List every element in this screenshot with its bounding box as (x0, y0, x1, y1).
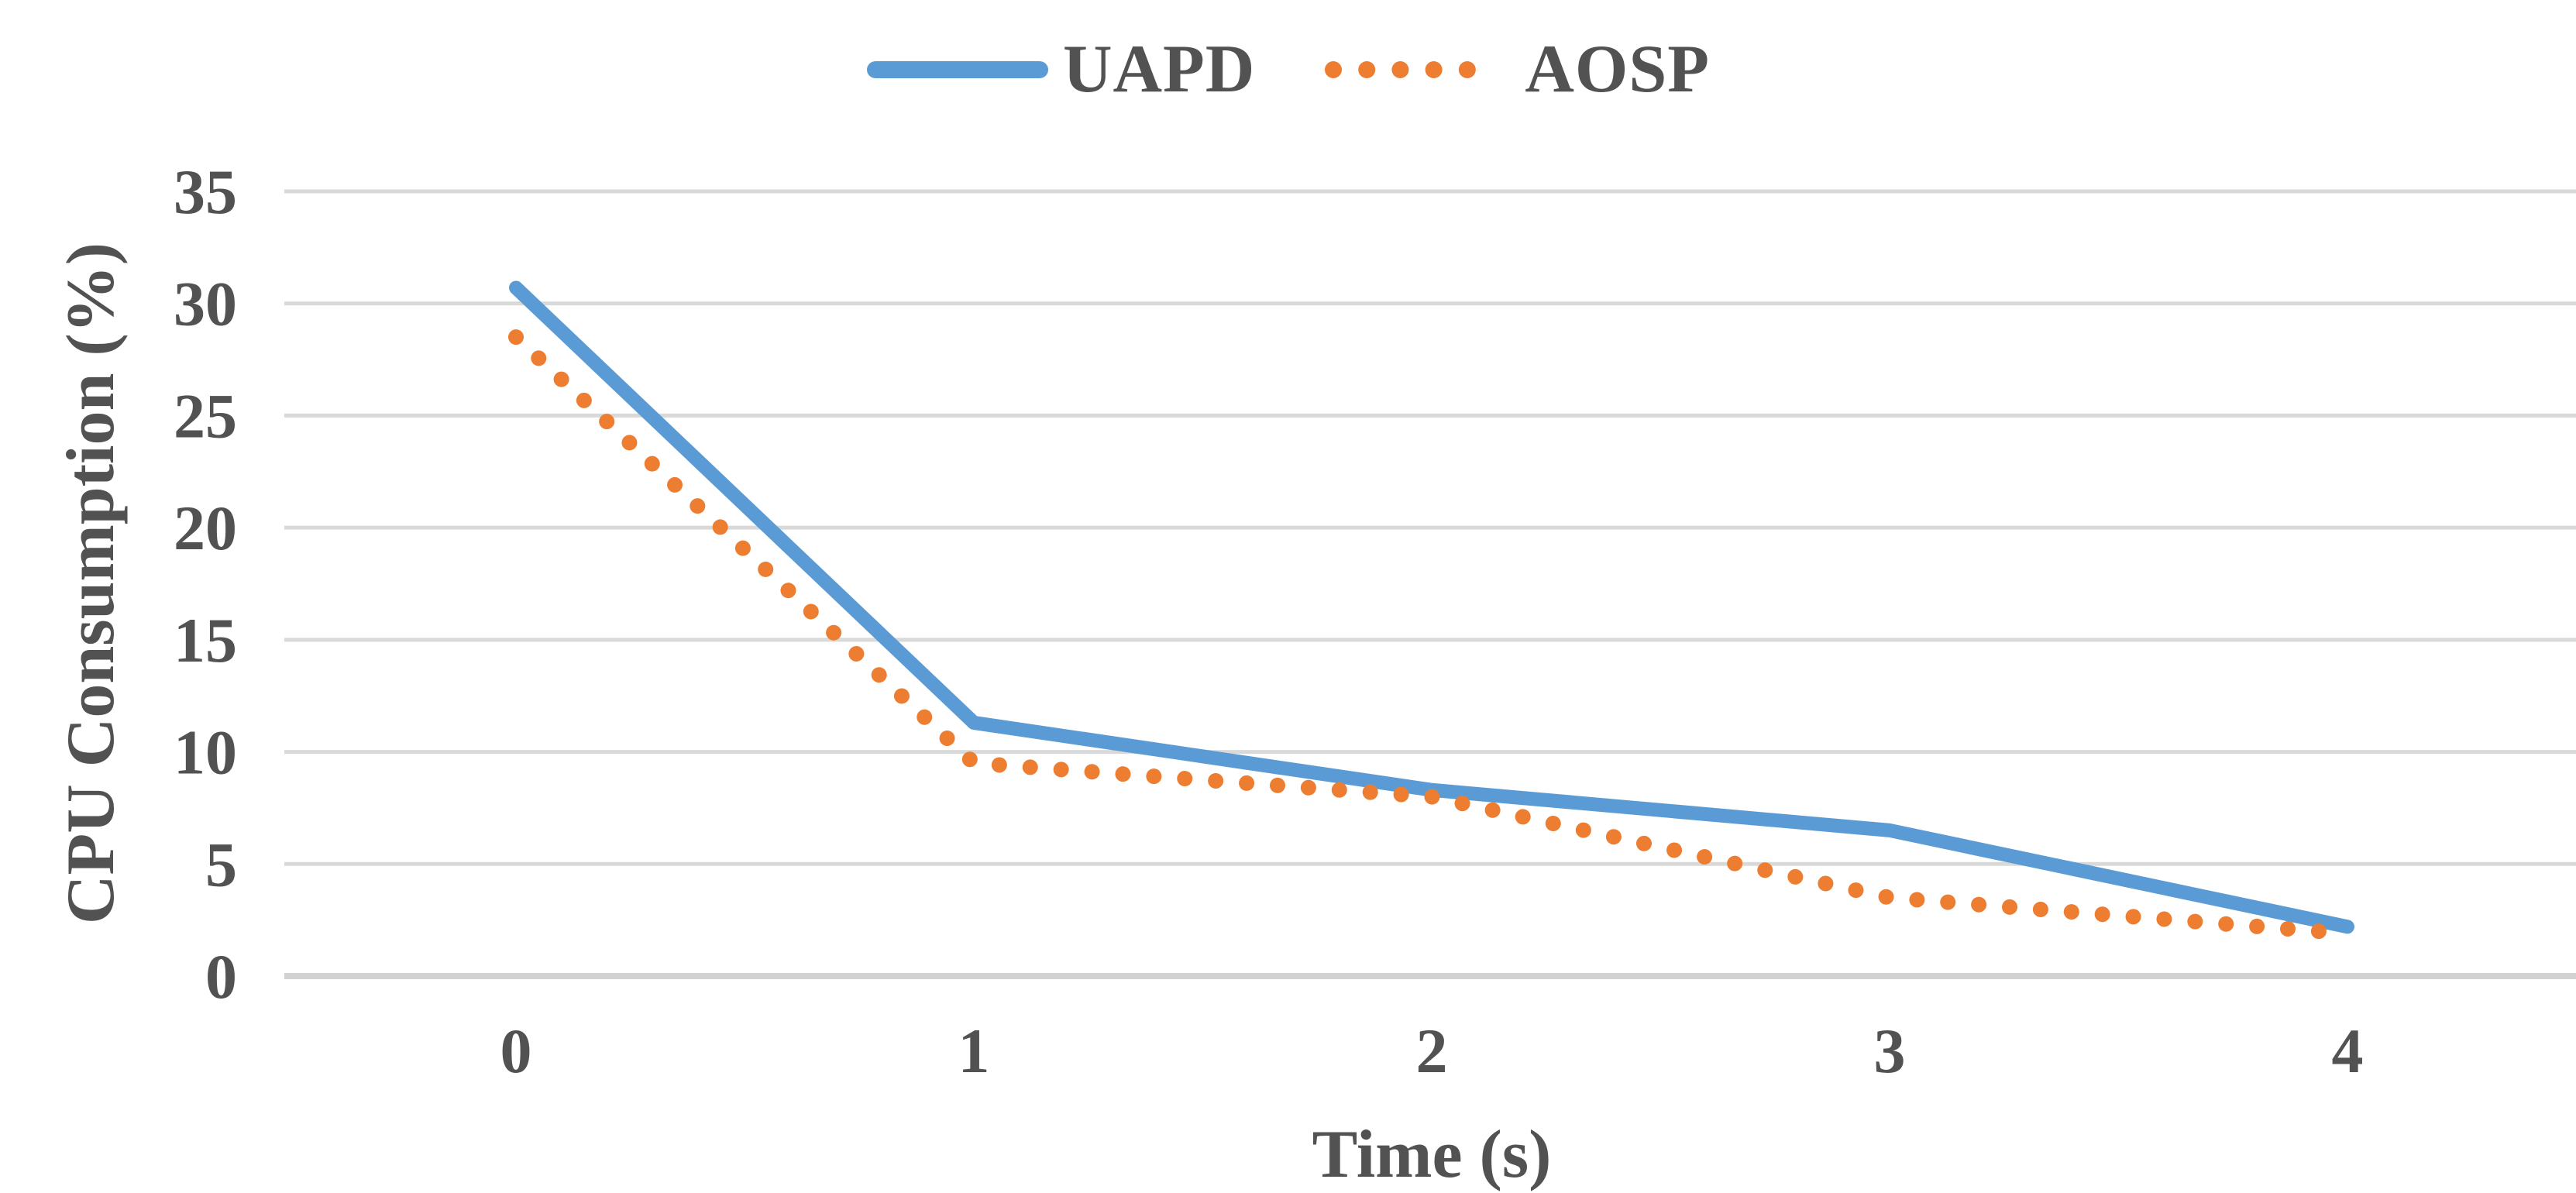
aosp-dotted-line-swatch-icon (1325, 61, 1510, 78)
y-axis-title: CPU Consumption (%) (53, 242, 129, 924)
x-tick-labels: 0 1 2 3 4 (500, 1016, 2364, 1086)
uapd-solid-line-swatch-icon (866, 61, 1048, 78)
legend-label-aosp: AOSP (1525, 32, 1711, 107)
y-tick-label: 5 (205, 829, 237, 899)
legend-label-uapd: UAPD (1062, 32, 1256, 107)
cpu-consumption-chart: UAPD AOSP 0 5 10 15 20 25 30 35 0 1 2 3 4 Time (s) … (31, 12, 2576, 1192)
y-tick-label: 0 (205, 941, 237, 1012)
y-tick-label: 15 (174, 605, 237, 676)
y-tick-label: 30 (174, 269, 237, 339)
y-tick-labels: 0 5 10 15 20 25 30 35 (174, 156, 237, 1012)
x-tick-label: 1 (958, 1016, 990, 1086)
x-tick-label: 2 (1416, 1016, 1448, 1086)
legend-item-uapd: UAPD (866, 36, 1255, 104)
x-tick-label: 4 (2332, 1016, 2364, 1086)
series-lines (508, 280, 2355, 942)
x-axis-title: Time (s) (1312, 1117, 1552, 1192)
y-tick-label: 35 (174, 156, 237, 227)
x-tick-label: 0 (500, 1016, 532, 1086)
y-tick-label: 25 (174, 380, 237, 451)
gridlines (284, 189, 2576, 979)
legend-item-aosp: AOSP (1323, 36, 1710, 104)
series-line-uapd (509, 280, 2354, 934)
y-tick-label: 10 (174, 717, 237, 788)
series-line-aosp (508, 329, 2355, 942)
chart-legend: UAPD AOSP (31, 31, 2545, 108)
y-tick-label: 20 (174, 493, 237, 563)
plot-area: 0 5 10 15 20 25 30 35 0 1 2 3 4 Time (s) CPU Consum… (53, 156, 2576, 1192)
x-tick-label: 3 (1874, 1016, 1906, 1086)
